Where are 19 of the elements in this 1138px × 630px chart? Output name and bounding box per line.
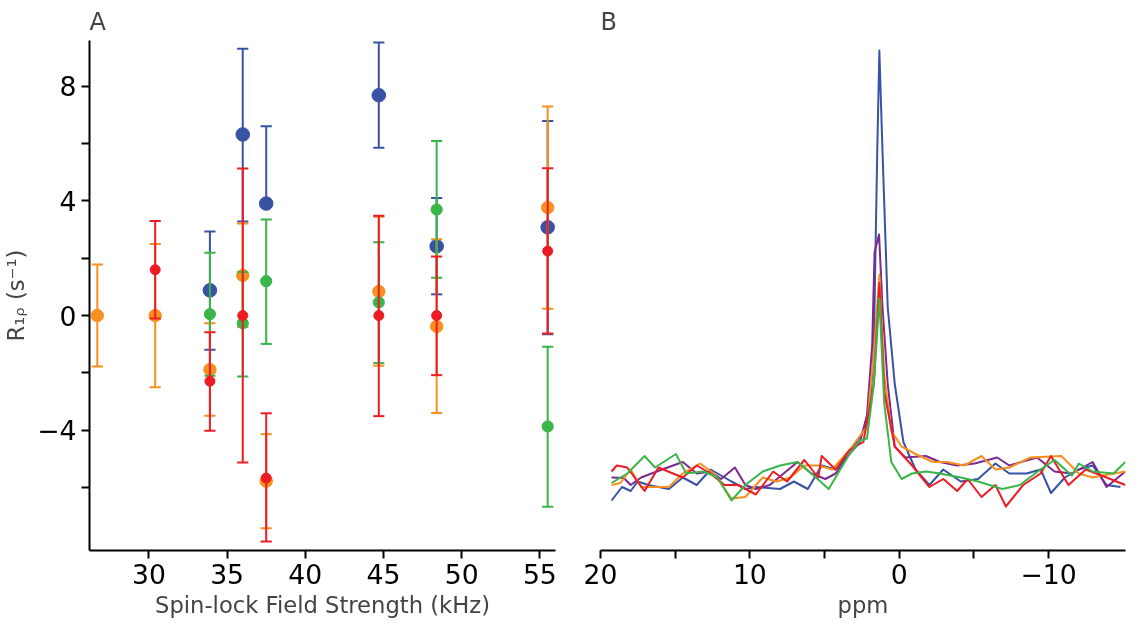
x-tick-label: 55 bbox=[522, 558, 557, 590]
x-tick-label: 35 bbox=[210, 558, 245, 590]
x-tick-label: 40 bbox=[288, 558, 323, 590]
x-tick-label: 50 bbox=[444, 558, 479, 590]
x-axis-title: Spin-lock Field Strength (kHz) bbox=[155, 591, 490, 618]
x-tick-label: 20 bbox=[583, 558, 618, 590]
x-axis-title: ppm bbox=[837, 591, 889, 618]
chart-title: B bbox=[600, 7, 617, 36]
x-tick-label: −10 bbox=[1020, 558, 1077, 590]
chart-title: A bbox=[89, 7, 107, 36]
x-tick-label: 0 bbox=[890, 558, 908, 590]
y-tick-label: 8 bbox=[59, 71, 77, 103]
y-tick-label: 0 bbox=[59, 300, 77, 332]
x-tick-label: 10 bbox=[732, 558, 767, 590]
y-axis-title: R₁ᵨ (s⁻¹) bbox=[3, 249, 30, 342]
y-tick-label: −4 bbox=[37, 415, 77, 447]
x-tick-label: 45 bbox=[366, 558, 401, 590]
y-tick-label: 4 bbox=[59, 185, 77, 217]
x-tick-label: 30 bbox=[131, 558, 166, 590]
